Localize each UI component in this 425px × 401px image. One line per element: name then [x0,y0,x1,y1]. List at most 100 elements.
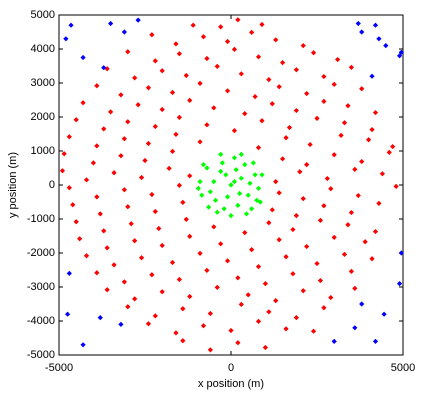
point [224,258,231,264]
point [398,49,404,55]
point [142,157,148,164]
point [125,119,131,125]
point [372,109,379,116]
point [238,301,244,307]
point [362,239,368,245]
point [121,187,127,193]
point [321,73,327,80]
point [338,132,344,138]
point [211,224,217,230]
point [310,328,317,334]
point [398,250,404,256]
point [159,242,165,249]
point [207,310,213,317]
point [218,168,224,174]
point [245,192,251,198]
point [293,315,299,321]
point [111,262,117,268]
point [249,247,255,253]
point [73,117,79,123]
point [390,143,396,150]
point [90,160,96,166]
point [73,219,79,225]
point [159,289,165,295]
y-tick-label: 5000 [31,9,55,21]
x-tick-label: 5000 [391,362,415,374]
point [211,105,217,111]
point [169,259,176,266]
point [304,90,310,97]
point [331,152,337,158]
y-tick-label: 3000 [31,77,55,89]
point [183,72,189,79]
point [145,85,152,91]
point [108,109,114,115]
point [224,88,231,94]
point [269,101,275,107]
point [104,245,110,251]
y-tick-label: 2000 [31,111,55,123]
point [118,92,124,98]
point [259,21,265,28]
point [372,338,379,344]
point [125,204,131,210]
point [345,222,351,228]
point [259,118,265,124]
point [231,155,238,161]
point [300,288,306,294]
point [348,268,354,274]
point [94,143,100,149]
point [145,321,152,327]
point [238,175,244,181]
point [366,137,372,143]
point [355,20,361,27]
point [149,32,155,38]
point [66,185,72,191]
point [304,243,310,250]
point [266,309,272,315]
point [376,36,382,42]
point [276,190,282,196]
point [197,139,203,145]
point [187,233,193,239]
point [180,199,186,205]
point [250,160,256,166]
point [255,318,262,324]
point [66,134,72,140]
point [252,172,258,178]
point [235,17,241,23]
point [169,89,176,96]
point [138,174,145,181]
point [359,86,365,92]
point [204,165,210,171]
point [331,234,337,240]
point [328,186,334,192]
point [247,180,253,186]
y-tick-label: -1000 [27,213,55,225]
point [180,306,186,312]
point [121,136,127,142]
point [214,284,220,290]
point [335,56,341,63]
point [352,166,358,172]
point [173,41,179,47]
point [300,196,306,202]
point [132,296,138,302]
point [128,221,134,227]
point [135,17,141,23]
point [304,162,310,168]
point [135,102,141,108]
point [369,126,375,133]
point [149,191,155,198]
point [204,267,210,273]
point [235,202,241,208]
point [206,204,212,210]
point [273,179,279,185]
point [173,131,179,137]
point [70,202,76,208]
point [197,250,203,256]
point [314,260,320,267]
point [207,189,213,195]
point [180,338,186,344]
